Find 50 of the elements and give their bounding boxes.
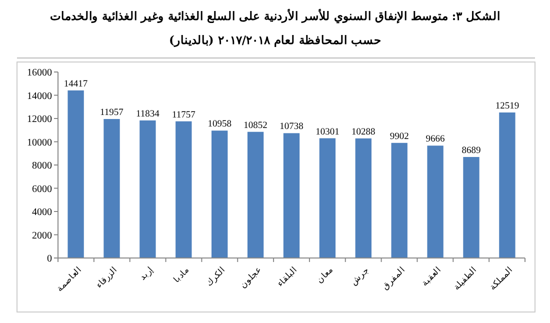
y-tick-label: 14000	[27, 90, 52, 102]
bar	[499, 112, 516, 258]
x-tick-label: عجلون	[238, 265, 264, 291]
chart-subtitle: حسب المحافظة لعام ٢٠١٧/٢٠١٨ (بالدينار)	[168, 33, 382, 48]
x-tick-label: العاصمة	[55, 265, 84, 294]
bar	[68, 90, 84, 258]
y-tick-label: 10000	[27, 137, 52, 148]
data-label: 8689	[462, 146, 482, 156]
data-label: 11834	[136, 109, 160, 120]
bar	[463, 156, 480, 258]
bar	[283, 133, 300, 258]
bar	[319, 138, 336, 258]
x-tick-label: البلقاء	[276, 265, 300, 290]
y-tick-label: 4000	[32, 207, 52, 218]
bar	[212, 130, 228, 258]
data-label: 10288	[352, 127, 376, 138]
data-label: 14417	[64, 79, 88, 90]
y-tick-label: 0	[47, 254, 52, 264]
data-label: 10852	[244, 120, 268, 131]
x-tick-label: المفرق	[380, 265, 408, 292]
y-tick-label: 8000	[32, 160, 52, 172]
data-label: 12519	[495, 101, 520, 112]
data-label: 9666	[426, 134, 446, 145]
data-label: 9902	[390, 132, 410, 142]
bar	[427, 146, 444, 258]
x-tick-label: معان	[315, 265, 336, 286]
data-label: 10301	[316, 127, 340, 138]
x-tick-label: جرش	[349, 265, 372, 288]
x-tick-label: إربد	[138, 265, 156, 283]
data-label: 10738	[280, 122, 304, 132]
chart-title: الشكل ٣: متوسط الإنفاق السنوي للأسر الأردنية على السلع الغذائية وغير الغذائية والخدمات	[50, 8, 500, 24]
data-label: 11757	[172, 110, 196, 120]
bar	[391, 142, 408, 258]
bar	[247, 132, 264, 258]
bar	[104, 119, 120, 258]
data-label: 11957	[100, 108, 124, 118]
y-tick-label: 6000	[32, 184, 52, 195]
x-tick-label: الكرك	[204, 265, 228, 288]
x-tick-label: مادبا	[172, 265, 192, 285]
bar	[176, 121, 192, 258]
bar	[355, 138, 372, 258]
data-label: 10958	[208, 120, 232, 130]
x-tick-label: الزرقاء	[94, 265, 120, 291]
x-tick-label: الطفيلة	[452, 265, 480, 293]
y-tick-label: 16000	[27, 68, 52, 78]
x-tick-label: المملكة	[488, 265, 516, 293]
x-tick-label: العقبة	[420, 265, 444, 288]
y-tick-label: 12000	[27, 114, 52, 125]
y-tick-label: 2000	[32, 230, 52, 242]
bar	[140, 120, 156, 258]
